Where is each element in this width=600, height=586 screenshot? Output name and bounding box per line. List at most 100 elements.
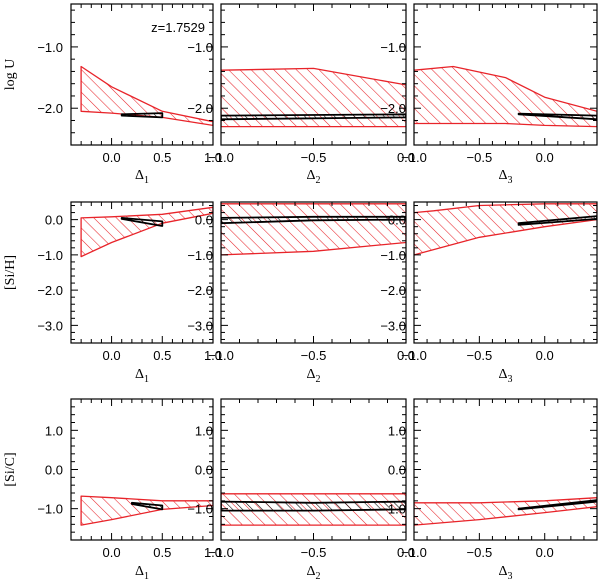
x-tick-label: −0.5 (301, 545, 327, 560)
panel-1-1: 0.0 0.5 1.0 −1.0 −2.0 Δ1 log U z=1.7529 (3, 3, 222, 186)
x-tick-label: 0.5 (153, 545, 171, 560)
x-axis-label: Δ1 (135, 168, 149, 186)
model-range-band (414, 497, 597, 526)
x-tick-label: −1.0 (401, 348, 427, 363)
x-tick-label: 0.5 (153, 348, 171, 363)
solution-band (517, 215, 597, 226)
y-tick-label: −3.0 (37, 318, 63, 333)
solution-band (221, 113, 406, 121)
x-tick-label: −0.5 (467, 150, 493, 165)
y-tick-label: −1.0 (37, 502, 63, 517)
x-axis-label: Δ3 (498, 367, 512, 385)
x-tick-label: 1.0 (204, 150, 222, 165)
y-tick-label: −3.0 (380, 318, 406, 333)
y-tick-label: −1.0 (380, 502, 406, 517)
x-tick-label: 0.0 (536, 150, 554, 165)
x-tick-label: 0.0 (536, 348, 554, 363)
y-tick-label: 1.0 (388, 423, 406, 438)
y-tick-label: −1.0 (380, 248, 406, 263)
y-axis-label: [Si/C] (3, 452, 18, 486)
y-tick-label: −1.0 (380, 40, 406, 55)
panel-2-1: 0.0 0.5 1.0 0.0 −1.0 −2.0 −3.0 Δ1 [Si/H] (3, 201, 222, 385)
y-tick-label: 1.0 (45, 423, 63, 438)
x-tick-label: 0.0 (103, 150, 121, 165)
y-tick-label: 1.0 (195, 423, 213, 438)
plot-area (414, 497, 597, 526)
y-tick-label: −1.0 (37, 248, 63, 263)
x-axis-label: Δ2 (306, 367, 320, 385)
x-axis-label: Δ1 (135, 367, 149, 385)
x-tick-label: 1.0 (204, 545, 222, 560)
y-tick-label: −2.0 (187, 101, 213, 116)
y-tick-label: −3.0 (187, 318, 213, 333)
panel-1-2: −1.0 −0.5 0.0 −1.0 −2.0 Δ2 (187, 3, 415, 186)
panel-2-2: −1.0 −0.5 0.0 0.0 −1.0 −2.0 −3.0 Δ2 (187, 201, 415, 385)
y-tick-label: 0.0 (45, 213, 63, 228)
y-tick-label: 0.0 (388, 463, 406, 478)
x-tick-label: 0.0 (397, 545, 415, 560)
x-tick-label: 0.0 (103, 348, 121, 363)
y-tick-label: −2.0 (37, 283, 63, 298)
model-range-band (414, 65, 597, 128)
y-axis-label: [Si/H] (3, 255, 18, 290)
x-axis-label: Δ2 (306, 168, 320, 186)
x-tick-label: −0.5 (467, 545, 493, 560)
x-tick-label: 0.0 (397, 150, 415, 165)
redshift-annotation: z=1.7529 (151, 20, 205, 35)
model-range-band (221, 67, 406, 128)
x-axis-label: Δ1 (135, 564, 149, 582)
x-tick-label: 0.0 (103, 545, 121, 560)
panel-3-2: −1.0 −0.5 0.0 1.0 0.0 −1.0 Δ2 (187, 398, 415, 582)
panel-3-1: 0.0 0.5 1.0 1.0 0.0 −1.0 Δ1 [Si/C] (3, 398, 222, 582)
solution-band (120, 216, 164, 227)
model-range-band (414, 203, 597, 256)
model-range-band (80, 206, 213, 258)
y-tick-label: −1.0 (187, 502, 213, 517)
x-tick-label: −0.5 (467, 348, 493, 363)
x-tick-label: 1.0 (204, 348, 222, 363)
x-tick-label: −1.0 (208, 545, 234, 560)
y-tick-label: 0.0 (45, 463, 63, 478)
y-tick-label: 0.0 (195, 463, 213, 478)
panel-3-3: −1.0 −0.5 0.01.00.0−1.0Δ3 (380, 398, 598, 582)
x-tick-label: 0.5 (153, 150, 171, 165)
plot-area (80, 495, 213, 526)
model-range-band (80, 65, 213, 127)
solution-band (221, 215, 406, 225)
plot-area (414, 203, 597, 256)
solution-band (130, 501, 164, 511)
solution-band (517, 112, 597, 121)
solution-band (517, 499, 597, 511)
y-tick-label: −1.0 (187, 248, 213, 263)
plot-area (221, 203, 406, 256)
x-axis-label: Δ3 (498, 168, 512, 186)
y-tick-label: −1.0 (187, 40, 213, 55)
plot-area (414, 65, 597, 128)
panel-2-3: −1.0 −0.5 0.00.0−1.0−2.0−3.0Δ3 (380, 201, 598, 385)
y-axis-label: log U (3, 59, 18, 91)
y-tick-label: 0.0 (195, 213, 213, 228)
x-tick-label: −1.0 (401, 545, 427, 560)
x-tick-label: 0.0 (397, 348, 415, 363)
x-axis-label: Δ2 (306, 564, 320, 582)
y-tick-label: −2.0 (380, 101, 406, 116)
model-range-band (80, 495, 213, 526)
y-tick-label: −2.0 (380, 283, 406, 298)
x-tick-label: −0.5 (301, 150, 327, 165)
panel-1-3: −1.0 −0.5 0.0−1.0−2.0Δ3 (380, 3, 598, 186)
y-tick-label: 0.0 (388, 213, 406, 228)
solution-band (221, 500, 406, 512)
plot-area (221, 67, 406, 128)
plot-area (221, 493, 406, 526)
y-tick-label: −2.0 (37, 101, 63, 116)
x-axis-label: Δ3 (498, 564, 512, 582)
plot-area (80, 65, 213, 127)
x-tick-label: −1.0 (208, 348, 234, 363)
x-tick-label: −0.5 (301, 348, 327, 363)
y-tick-label: −2.0 (187, 283, 213, 298)
y-tick-label: −1.0 (37, 40, 63, 55)
plot-area (80, 206, 213, 258)
model-range-band (221, 203, 406, 256)
solution-band (120, 112, 164, 119)
